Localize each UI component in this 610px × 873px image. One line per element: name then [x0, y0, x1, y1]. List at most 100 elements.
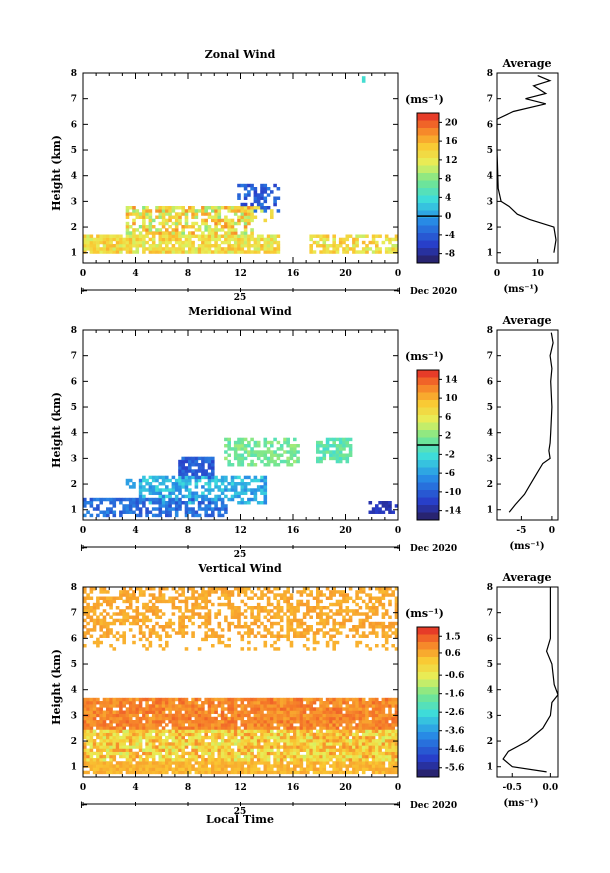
heatmap-cell — [365, 745, 369, 749]
heatmap-cell — [201, 250, 205, 254]
heatmap-cell — [132, 510, 136, 514]
heatmap-cell — [165, 507, 169, 511]
heatmap-cell — [276, 735, 281, 740]
heatmap-cell — [214, 761, 218, 765]
heatmap-cell — [243, 456, 248, 461]
heatmap-cell — [296, 732, 300, 737]
heatmap-cell — [161, 478, 166, 483]
heatmap-cell — [233, 250, 238, 254]
heatmap-cell — [214, 631, 218, 635]
heatmap-cell — [217, 625, 222, 629]
heatmap-cell — [240, 764, 245, 768]
heatmap-cell — [237, 713, 241, 718]
heatmap-cell — [171, 209, 176, 213]
heatmap-cell — [299, 739, 304, 743]
vertical-colorbar-unit: (ms⁻¹) — [405, 607, 444, 620]
colorbar-tick-label: 12 — [445, 156, 458, 166]
heatmap-cell — [194, 209, 199, 213]
heatmap-cell — [256, 440, 261, 445]
heatmap-cell — [237, 459, 241, 464]
heatmap-cell — [158, 707, 163, 711]
heatmap-cell — [197, 770, 202, 775]
heatmap-cell — [194, 599, 199, 604]
heatmap-cell — [247, 634, 251, 638]
heatmap-cell — [115, 631, 120, 635]
heatmap-cell — [233, 440, 238, 445]
heatmap-cell — [289, 761, 294, 765]
heatmap-cell — [253, 618, 258, 623]
heatmap-cell — [388, 764, 392, 768]
heatmap-cell — [181, 618, 185, 623]
heatmap-cell — [306, 628, 310, 632]
heatmap-cell — [158, 215, 163, 219]
heatmap-cell — [224, 707, 228, 711]
avg-x-tick-label: -5 — [516, 526, 526, 536]
heatmap-cell — [145, 713, 149, 718]
heatmap-cell — [184, 225, 189, 229]
heatmap-cell — [276, 247, 281, 251]
heatmap-cell — [388, 602, 392, 607]
heatmap-cell — [178, 237, 182, 242]
heatmap-cell — [112, 758, 117, 762]
heatmap-cell — [96, 507, 100, 511]
heatmap-cell — [233, 720, 238, 724]
heatmap-cell — [201, 459, 205, 464]
heatmap-cell — [96, 713, 100, 718]
heatmap-cell — [335, 767, 340, 771]
heatmap-cell — [260, 710, 264, 714]
heatmap-cell — [289, 450, 294, 454]
heatmap-cell — [230, 485, 235, 489]
heatmap-cell — [201, 231, 205, 235]
heatmap-cell — [253, 745, 258, 749]
heatmap-cell — [96, 247, 100, 251]
heatmap-cell — [243, 631, 248, 635]
heatmap-cell — [289, 618, 294, 623]
heatmap-cell — [263, 720, 268, 724]
heatmap-cell — [332, 456, 336, 461]
heatmap-cell — [361, 732, 366, 737]
heatmap-cell — [142, 225, 146, 229]
heatmap-cell — [184, 456, 189, 461]
heatmap-cell — [224, 444, 228, 448]
heatmap-cell — [109, 761, 113, 765]
colorbar-frame — [416, 112, 440, 264]
heatmap-cell — [224, 742, 228, 746]
heatmap-cell — [142, 590, 146, 594]
heatmap-cell — [345, 713, 350, 718]
x-tick-label: 0 — [395, 269, 401, 279]
heatmap-cell — [138, 726, 143, 730]
heatmap-cell — [207, 593, 212, 597]
heatmap-cell — [178, 491, 182, 495]
heatmap-cell — [253, 739, 258, 743]
heatmap-cell — [188, 234, 192, 238]
heatmap-cell — [270, 764, 274, 768]
heatmap-cell — [178, 761, 182, 765]
heatmap-cell — [191, 764, 195, 768]
heatmap-cell — [237, 247, 241, 251]
heatmap-cell — [391, 726, 395, 730]
heatmap-cell — [132, 745, 136, 749]
heatmap-cell — [306, 609, 310, 613]
colorbar-swatch — [417, 445, 439, 453]
heatmap-cell — [309, 723, 313, 727]
heatmap-cell — [243, 593, 248, 597]
heatmap-cell — [119, 716, 123, 721]
heatmap-cell — [151, 507, 156, 511]
heatmap-cell — [92, 729, 97, 733]
heatmap-cell — [194, 751, 199, 756]
heatmap-cell — [197, 501, 202, 505]
heatmap-cell — [243, 183, 248, 188]
heatmap-cell — [260, 761, 264, 765]
heatmap-cell — [391, 732, 395, 737]
heatmap-cell — [227, 447, 231, 451]
heatmap-cell — [165, 729, 169, 733]
heatmap-cell — [270, 590, 274, 594]
heatmap-cell — [171, 716, 176, 721]
heatmap-cell — [191, 507, 195, 511]
heatmap-cell — [299, 742, 304, 746]
heatmap-cell — [233, 615, 238, 619]
heatmap-cell — [227, 596, 231, 600]
heatmap-cell — [355, 250, 359, 254]
heatmap-cell — [125, 735, 130, 740]
heatmap-cell — [270, 732, 274, 737]
